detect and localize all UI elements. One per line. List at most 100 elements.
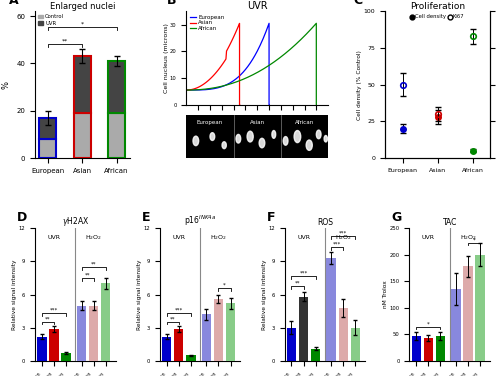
Y-axis label: Relative signal intensity: Relative signal intensity bbox=[262, 259, 267, 330]
Line: African: African bbox=[187, 23, 316, 105]
Asian bbox=[236, 103, 242, 107]
Ellipse shape bbox=[247, 131, 253, 142]
Bar bbox=[40, 139, 56, 158]
Asian bbox=[226, 44, 232, 49]
Title: TAC: TAC bbox=[442, 218, 457, 227]
European bbox=[184, 88, 190, 92]
African bbox=[184, 88, 190, 92]
Bar bbox=[162, 337, 172, 361]
European bbox=[258, 42, 264, 46]
Ellipse shape bbox=[236, 134, 240, 143]
Text: ***: *** bbox=[300, 271, 308, 276]
Ellipse shape bbox=[272, 130, 276, 138]
Text: H$_2$O$_2$: H$_2$O$_2$ bbox=[334, 233, 351, 242]
Ellipse shape bbox=[294, 130, 300, 143]
Bar bbox=[49, 329, 58, 361]
Bar bbox=[476, 255, 485, 361]
Text: H$_2$O$_2$: H$_2$O$_2$ bbox=[210, 233, 227, 242]
Text: F: F bbox=[267, 211, 276, 224]
Ellipse shape bbox=[259, 138, 265, 148]
Text: H$_2$O$_2$: H$_2$O$_2$ bbox=[85, 233, 102, 242]
Bar bbox=[436, 336, 445, 361]
European bbox=[266, 21, 272, 26]
Title: p16$^{INK4a}$: p16$^{INK4a}$ bbox=[184, 214, 216, 228]
Text: G: G bbox=[392, 211, 402, 224]
African bbox=[190, 88, 196, 92]
African bbox=[314, 103, 320, 107]
Asian bbox=[236, 21, 242, 26]
Bar bbox=[101, 284, 110, 361]
Y-axis label: Cell density (% Control): Cell density (% Control) bbox=[358, 50, 362, 120]
African bbox=[227, 82, 233, 86]
Ellipse shape bbox=[193, 136, 198, 146]
Text: *: * bbox=[223, 283, 226, 288]
Text: **: ** bbox=[85, 273, 90, 278]
Bar bbox=[464, 266, 473, 361]
European bbox=[224, 82, 230, 87]
Bar bbox=[108, 61, 125, 113]
Bar bbox=[174, 329, 184, 361]
Title: Enlarged nuclei: Enlarged nuclei bbox=[50, 2, 115, 11]
Ellipse shape bbox=[306, 140, 312, 150]
Text: **: ** bbox=[295, 280, 300, 286]
European bbox=[210, 86, 216, 91]
European bbox=[266, 103, 272, 107]
African bbox=[230, 80, 236, 85]
European bbox=[266, 103, 272, 107]
Legend: Control, UVR: Control, UVR bbox=[38, 14, 64, 26]
Asian bbox=[216, 67, 222, 71]
Y-axis label: Relative signal intensity: Relative signal intensity bbox=[12, 259, 17, 330]
X-axis label: Cell number: Cell number bbox=[236, 128, 279, 134]
Text: A: A bbox=[8, 0, 18, 7]
Legend: European, Asian, African: European, Asian, African bbox=[189, 14, 225, 32]
Asian bbox=[184, 88, 190, 92]
Bar bbox=[62, 353, 70, 361]
Text: UVR: UVR bbox=[297, 235, 310, 240]
Bar bbox=[451, 289, 460, 361]
European bbox=[228, 80, 234, 85]
Text: D: D bbox=[18, 211, 28, 224]
Asian bbox=[229, 38, 235, 43]
African bbox=[314, 21, 320, 26]
Text: **: ** bbox=[170, 316, 175, 321]
Text: UVR: UVR bbox=[172, 235, 185, 240]
Y-axis label: Cell nucleus (microns): Cell nucleus (microns) bbox=[164, 23, 168, 93]
Text: ***: *** bbox=[174, 307, 183, 312]
Bar bbox=[186, 355, 196, 361]
Text: UVR: UVR bbox=[422, 235, 435, 240]
Ellipse shape bbox=[210, 133, 214, 141]
Text: C: C bbox=[354, 0, 362, 7]
Text: *: * bbox=[472, 238, 476, 243]
Bar bbox=[311, 349, 320, 361]
Y-axis label: nM Trolox: nM Trolox bbox=[383, 280, 388, 308]
Bar bbox=[74, 56, 91, 113]
Legend: Cell density, Ki67: Cell density, Ki67 bbox=[410, 14, 465, 20]
Text: **: ** bbox=[62, 38, 68, 43]
Ellipse shape bbox=[283, 136, 288, 145]
Title: Proliferation: Proliferation bbox=[410, 2, 465, 11]
Asian bbox=[236, 103, 242, 107]
Bar bbox=[326, 258, 336, 361]
Bar bbox=[37, 337, 46, 361]
Text: **: ** bbox=[45, 316, 51, 321]
Bar bbox=[424, 338, 433, 361]
Text: ***: *** bbox=[333, 242, 342, 247]
African bbox=[200, 87, 206, 91]
Asian bbox=[227, 42, 233, 47]
Bar bbox=[89, 306, 99, 361]
Title: UVR: UVR bbox=[247, 1, 268, 11]
European bbox=[238, 72, 244, 76]
Text: Asian: Asian bbox=[250, 120, 265, 125]
Line: Asian: Asian bbox=[187, 23, 240, 105]
Text: *: * bbox=[427, 322, 430, 327]
Ellipse shape bbox=[316, 130, 321, 139]
Bar bbox=[350, 328, 360, 361]
Ellipse shape bbox=[222, 142, 226, 149]
European bbox=[236, 74, 242, 78]
Text: H$_2$O$_2$: H$_2$O$_2$ bbox=[460, 233, 476, 242]
African bbox=[220, 84, 226, 88]
Asian bbox=[224, 49, 230, 53]
Text: *: * bbox=[80, 22, 84, 27]
Bar bbox=[226, 303, 235, 361]
Text: European: European bbox=[197, 120, 223, 125]
